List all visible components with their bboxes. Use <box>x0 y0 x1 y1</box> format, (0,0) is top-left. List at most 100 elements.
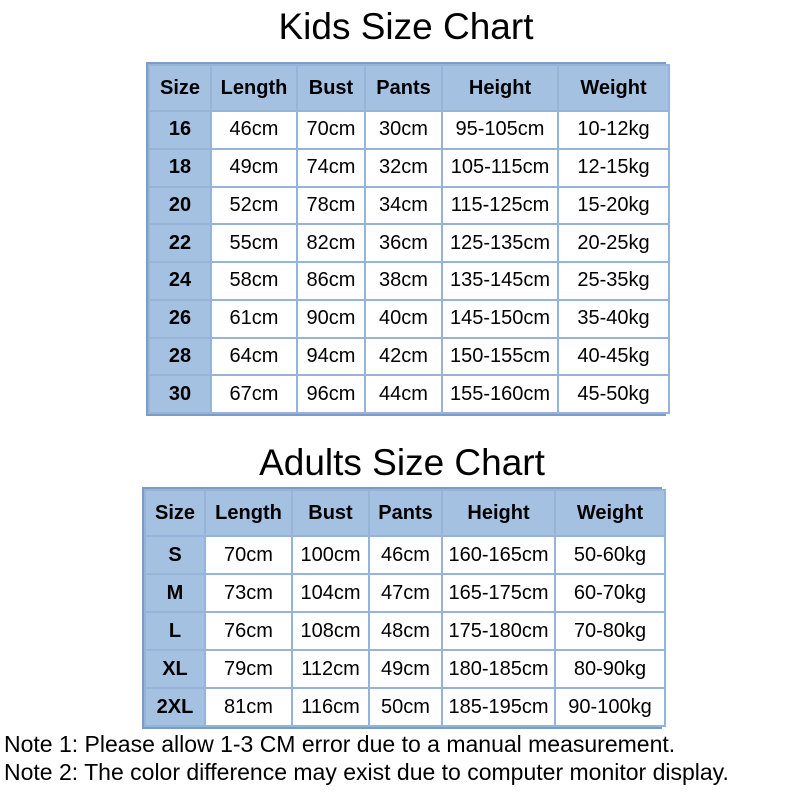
data-cell: 104cm <box>291 573 370 613</box>
data-cell: 100cm <box>291 535 370 575</box>
data-cell: 48cm <box>368 611 443 651</box>
data-cell: 116cm <box>291 687 370 727</box>
data-cell: 55cm <box>210 223 298 263</box>
table-row: 20 52cm 78cm 34cm 115-125cm 15-20kg <box>148 185 670 226</box>
data-cell: 90-100kg <box>554 687 666 727</box>
data-cell: 67cm <box>210 374 298 414</box>
data-cell: 40cm <box>364 298 443 339</box>
data-cell: 42cm <box>364 336 443 377</box>
data-cell: 145-150cm <box>441 298 559 339</box>
size-cell: S <box>144 535 206 575</box>
data-cell: 94cm <box>296 336 366 377</box>
data-cell: 44cm <box>364 374 443 414</box>
size-cell: M <box>144 573 206 613</box>
data-cell: 35-40kg <box>557 298 670 339</box>
data-cell: 45-50kg <box>557 374 670 414</box>
table-row: S 70cm 100cm 46cm 160-165cm 50-60kg <box>144 535 666 575</box>
data-cell: 46cm <box>368 535 443 575</box>
data-cell: 155-160cm <box>441 374 559 414</box>
note-2: Note 2: The color difference may exist d… <box>4 758 729 785</box>
table-row: L 76cm 108cm 48cm 175-180cm 70-80kg <box>144 611 666 651</box>
column-header-weight: Weight <box>554 489 666 537</box>
size-cell: 22 <box>148 223 212 263</box>
column-header-size: Size <box>148 64 212 112</box>
data-cell: 12-15kg <box>557 147 670 188</box>
table-row: 30 67cm 96cm 44cm 155-160cm 45-50kg <box>148 374 670 414</box>
data-cell: 25-35kg <box>557 261 670 301</box>
column-header-length: Length <box>204 489 293 537</box>
size-cell: 20 <box>148 185 212 226</box>
data-cell: 78cm <box>296 185 366 226</box>
size-cell: 24 <box>148 261 212 301</box>
column-header-height: Height <box>441 64 559 112</box>
size-cell: L <box>144 611 206 651</box>
data-cell: 81cm <box>204 687 293 727</box>
adults-size-table: Size Length Bust Pants Height Weight S 70cm 100c… <box>142 487 666 729</box>
data-cell: 105-115cm <box>441 147 559 188</box>
data-cell: 185-195cm <box>441 687 556 727</box>
data-cell: 15-20kg <box>557 185 670 226</box>
data-cell: 61cm <box>210 298 298 339</box>
data-cell: 47cm <box>368 573 443 613</box>
size-cell: XL <box>144 649 206 689</box>
data-cell: 175-180cm <box>441 611 556 651</box>
table-row: 18 49cm 74cm 32cm 105-115cm 12-15kg <box>148 147 670 188</box>
column-header-pants: Pants <box>368 489 443 537</box>
column-header-size: Size <box>144 489 206 537</box>
column-header-weight: Weight <box>557 64 670 112</box>
kids-size-table: Size Length Bust Pants Height Weight 16 46cm 70c… <box>146 62 670 416</box>
data-cell: 95-105cm <box>441 110 559 150</box>
header-row: Size Length Bust Pants Height Weight <box>148 64 670 112</box>
data-cell: 80-90kg <box>554 649 666 689</box>
data-cell: 38cm <box>364 261 443 301</box>
data-cell: 50cm <box>368 687 443 727</box>
data-cell: 76cm <box>204 611 293 651</box>
data-cell: 90cm <box>296 298 366 339</box>
data-cell: 34cm <box>364 185 443 226</box>
size-cell: 26 <box>148 298 212 339</box>
data-cell: 86cm <box>296 261 366 301</box>
table-row: XL 79cm 112cm 49cm 180-185cm 80-90kg <box>144 649 666 689</box>
header-row: Size Length Bust Pants Height Weight <box>144 489 666 537</box>
table-row: M 73cm 104cm 47cm 165-175cm 60-70kg <box>144 573 666 613</box>
table-row: 22 55cm 82cm 36cm 125-135cm 20-25kg <box>148 223 670 263</box>
size-cell: 16 <box>148 110 212 150</box>
data-cell: 36cm <box>364 223 443 263</box>
data-cell: 20-25kg <box>557 223 670 263</box>
data-cell: 70-80kg <box>554 611 666 651</box>
data-cell: 112cm <box>291 649 370 689</box>
data-cell: 49cm <box>368 649 443 689</box>
data-cell: 135-145cm <box>441 261 559 301</box>
data-cell: 108cm <box>291 611 370 651</box>
column-header-height: Height <box>441 489 556 537</box>
column-header-bust: Bust <box>296 64 366 112</box>
data-cell: 49cm <box>210 147 298 188</box>
size-cell: 30 <box>148 374 212 414</box>
data-cell: 70cm <box>296 110 366 150</box>
data-cell: 58cm <box>210 261 298 301</box>
column-header-pants: Pants <box>364 64 443 112</box>
table-row: 16 46cm 70cm 30cm 95-105cm 10-12kg <box>148 110 670 150</box>
column-header-bust: Bust <box>291 489 370 537</box>
table-row: 24 58cm 86cm 38cm 135-145cm 25-35kg <box>148 261 670 301</box>
table-row: 2XL 81cm 116cm 50cm 185-195cm 90-100kg <box>144 687 666 727</box>
data-cell: 165-175cm <box>441 573 556 613</box>
data-cell: 60-70kg <box>554 573 666 613</box>
data-cell: 40-45kg <box>557 336 670 377</box>
table-row: 26 61cm 90cm 40cm 145-150cm 35-40kg <box>148 298 670 339</box>
data-cell: 73cm <box>204 573 293 613</box>
data-cell: 10-12kg <box>557 110 670 150</box>
data-cell: 180-185cm <box>441 649 556 689</box>
column-header-length: Length <box>210 64 298 112</box>
data-cell: 96cm <box>296 374 366 414</box>
kids-chart-title: Kids Size Chart <box>278 6 534 47</box>
data-cell: 125-135cm <box>441 223 559 263</box>
data-cell: 160-165cm <box>441 535 556 575</box>
size-cell: 2XL <box>144 687 206 727</box>
notes-block: Note 1: Please allow 1-3 CM error due to… <box>4 731 798 786</box>
data-cell: 115-125cm <box>441 185 559 226</box>
data-cell: 52cm <box>210 185 298 226</box>
data-cell: 82cm <box>296 223 366 263</box>
data-cell: 79cm <box>204 649 293 689</box>
data-cell: 74cm <box>296 147 366 188</box>
